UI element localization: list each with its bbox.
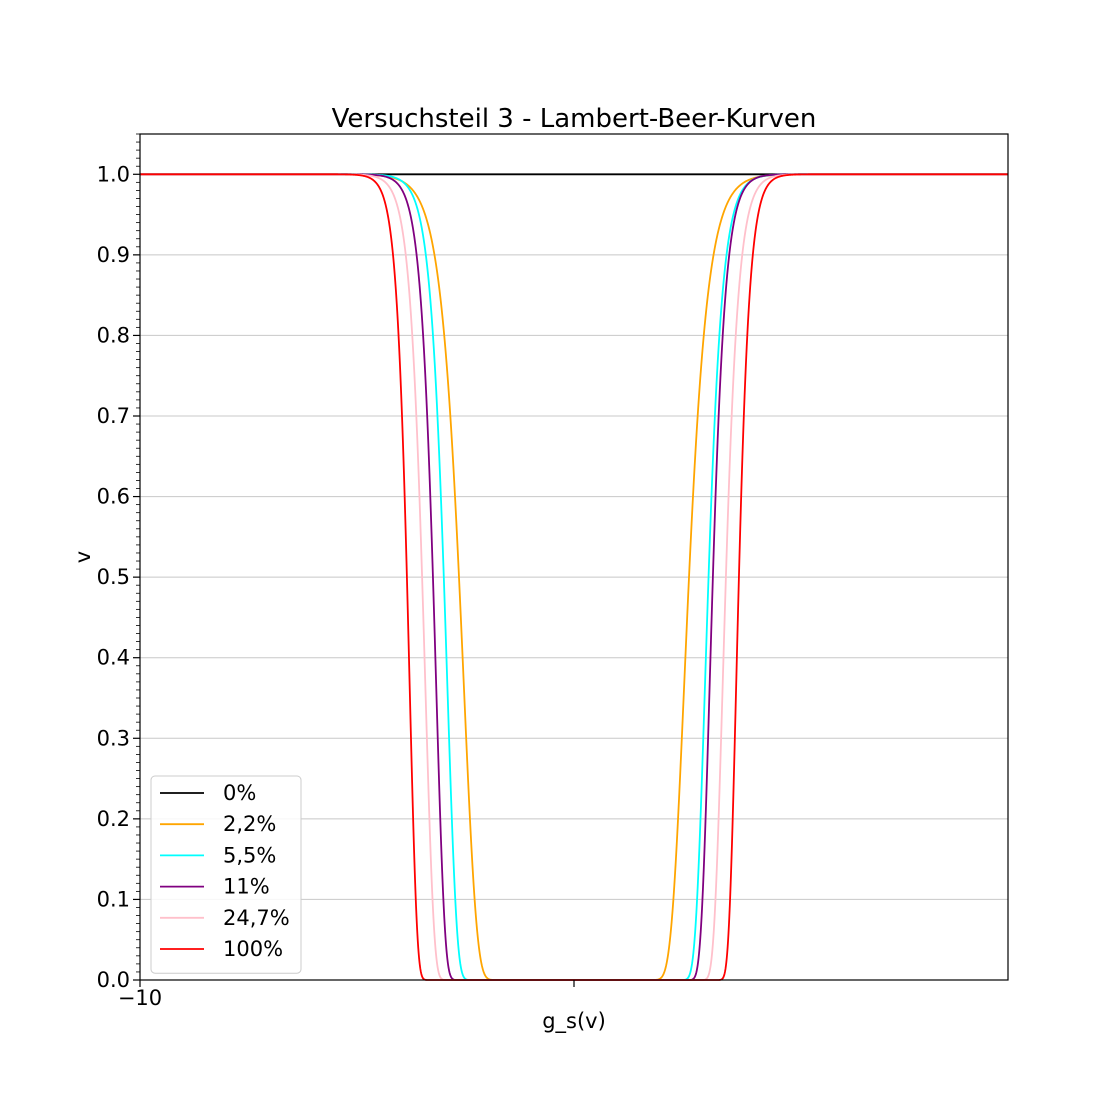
legend-box	[150, 775, 302, 974]
legend-label: 0%	[223, 781, 256, 805]
y-tick-label: 0.1	[97, 887, 130, 911]
x-axis: −10	[118, 980, 575, 1010]
legend: 0% 2,2% 5,5% 11% 24,7% 100%	[150, 775, 302, 974]
y-tick-label: 0.0	[97, 968, 130, 992]
chart-title: Versuchsteil 3 - Lambert-Beer-Kurven	[332, 104, 817, 134]
legend-label: 24,7%	[223, 906, 290, 930]
legend-label: 5,5%	[223, 843, 276, 867]
x-axis-label: g_s(v)	[542, 1009, 606, 1034]
y-tick-label: 1.0	[97, 162, 130, 186]
y-tick-label: 0.2	[97, 807, 130, 831]
y-tick-label: 0.9	[97, 243, 130, 267]
y-axis: 0.0 0.1 0.2 0.3 0.4 0.5 0.6 0.7 0.8 0.9 1.0	[97, 133, 140, 992]
y-tick-label: 0.5	[97, 565, 130, 589]
y-tick-label: 0.4	[97, 646, 130, 670]
legend-label: 100%	[223, 937, 283, 961]
y-tick-label: 0.6	[97, 485, 130, 509]
legend-label: 11%	[223, 875, 270, 899]
x-tick-label: −10	[118, 986, 162, 1010]
y-axis-label: v	[71, 551, 95, 563]
y-tick-label: 0.3	[97, 726, 130, 750]
y-tick-label: 0.7	[97, 404, 130, 428]
y-tick-label: 0.8	[97, 323, 130, 347]
legend-label: 2,2%	[223, 812, 276, 836]
